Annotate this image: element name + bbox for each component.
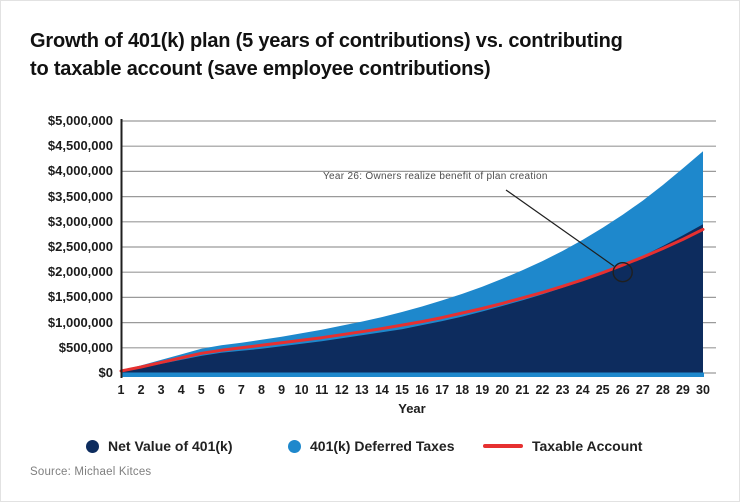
x-axis-tick-label: 9	[278, 383, 286, 397]
x-axis-tick-label: 12	[334, 383, 349, 397]
chart-title-line1: Growth of 401(k) plan (5 years of contri…	[30, 30, 623, 52]
chart-title-line2: to taxable account (save employee contri…	[30, 58, 491, 80]
x-axis-tick-label: 21	[515, 383, 530, 397]
y-axis-tick-label: $4,000,000	[47, 163, 113, 179]
x-axis-tick-label: 20	[495, 383, 510, 397]
x-axis-tick-label: 16	[415, 383, 429, 397]
y-axis-tick-label: $4,500,000	[47, 138, 113, 154]
legend-label-net-value: Net Value of 401(k)	[108, 438, 233, 454]
x-axis-tick-label: 28	[655, 383, 670, 397]
legend-item-deferred-taxes: 401(k) Deferred Taxes	[288, 436, 454, 456]
x-axis-tick-label: 5	[197, 383, 205, 397]
x-axis-title: Year	[398, 401, 426, 416]
x-axis-tick-label: 4	[177, 383, 185, 397]
x-axis-tick-label: 2	[137, 383, 145, 397]
y-axis-tick-label: $5,000,000	[47, 113, 113, 128]
legend-label-deferred-taxes: 401(k) Deferred Taxes	[310, 438, 455, 454]
x-axis-tick-label: 3	[157, 383, 165, 397]
x-axis-tick-label: 19	[475, 383, 490, 397]
x-axis-tick-label: 27	[635, 383, 650, 397]
y-axis-tick-label: $500,000	[58, 339, 113, 355]
deferred-taxes-dot-icon	[288, 439, 301, 453]
y-axis-tick-label: $2,500,000	[47, 239, 113, 254]
x-axis-tick-label: 7	[237, 383, 245, 397]
x-axis-tick-label: 13	[354, 383, 369, 397]
x-axis-tick-label: 14	[374, 383, 389, 397]
x-axis-tick-label: 15	[395, 383, 409, 397]
taxable-account-line-icon	[483, 444, 523, 448]
annotation-text: Year 26: Owners realize benefit of plan …	[323, 171, 548, 182]
y-axis-tick-label: $1,000,000	[47, 314, 113, 330]
y-axis-tick-label: $3,000,000	[47, 213, 113, 229]
chart-title: Growth of 401(k) plan (5 years of contri…	[30, 27, 730, 83]
legend-item-net-value: Net Value of 401(k)	[86, 436, 233, 456]
x-axis-tick-label: 10	[294, 383, 309, 397]
x-axis-tick-label: 18	[455, 383, 470, 397]
x-axis-tick-label: 11	[315, 383, 329, 397]
x-axis-tick-label: 1	[117, 383, 125, 397]
y-axis-tick-label: $2,000,000	[47, 264, 113, 280]
x-axis-tick-label: 22	[535, 383, 550, 397]
x-axis-tick-label: 17	[435, 383, 450, 397]
x-axis-tick-label: 29	[675, 383, 690, 397]
x-axis-tick-label: 24	[575, 383, 590, 397]
x-axis-tick-label: 23	[555, 383, 570, 397]
x-axis-tick-label: 30	[696, 383, 710, 397]
x-axis-tick-label: 6	[217, 383, 225, 397]
y-axis-tick-label: $0	[98, 365, 113, 380]
legend-label-taxable-account: Taxable Account	[532, 438, 643, 454]
x-axis-tick-label: 25	[595, 383, 610, 397]
y-axis-tick-label: $3,500,000	[47, 188, 113, 204]
source-attribution: Source: Michael Kitces	[30, 466, 152, 478]
y-axis-tick-label: $1,500,000	[47, 289, 113, 305]
x-axis-tick-label: 26	[615, 383, 630, 397]
x-axis-tick-label: 8	[257, 383, 265, 397]
legend-item-taxable-account: Taxable Account	[483, 436, 642, 456]
net-value-dot-icon	[86, 439, 99, 453]
